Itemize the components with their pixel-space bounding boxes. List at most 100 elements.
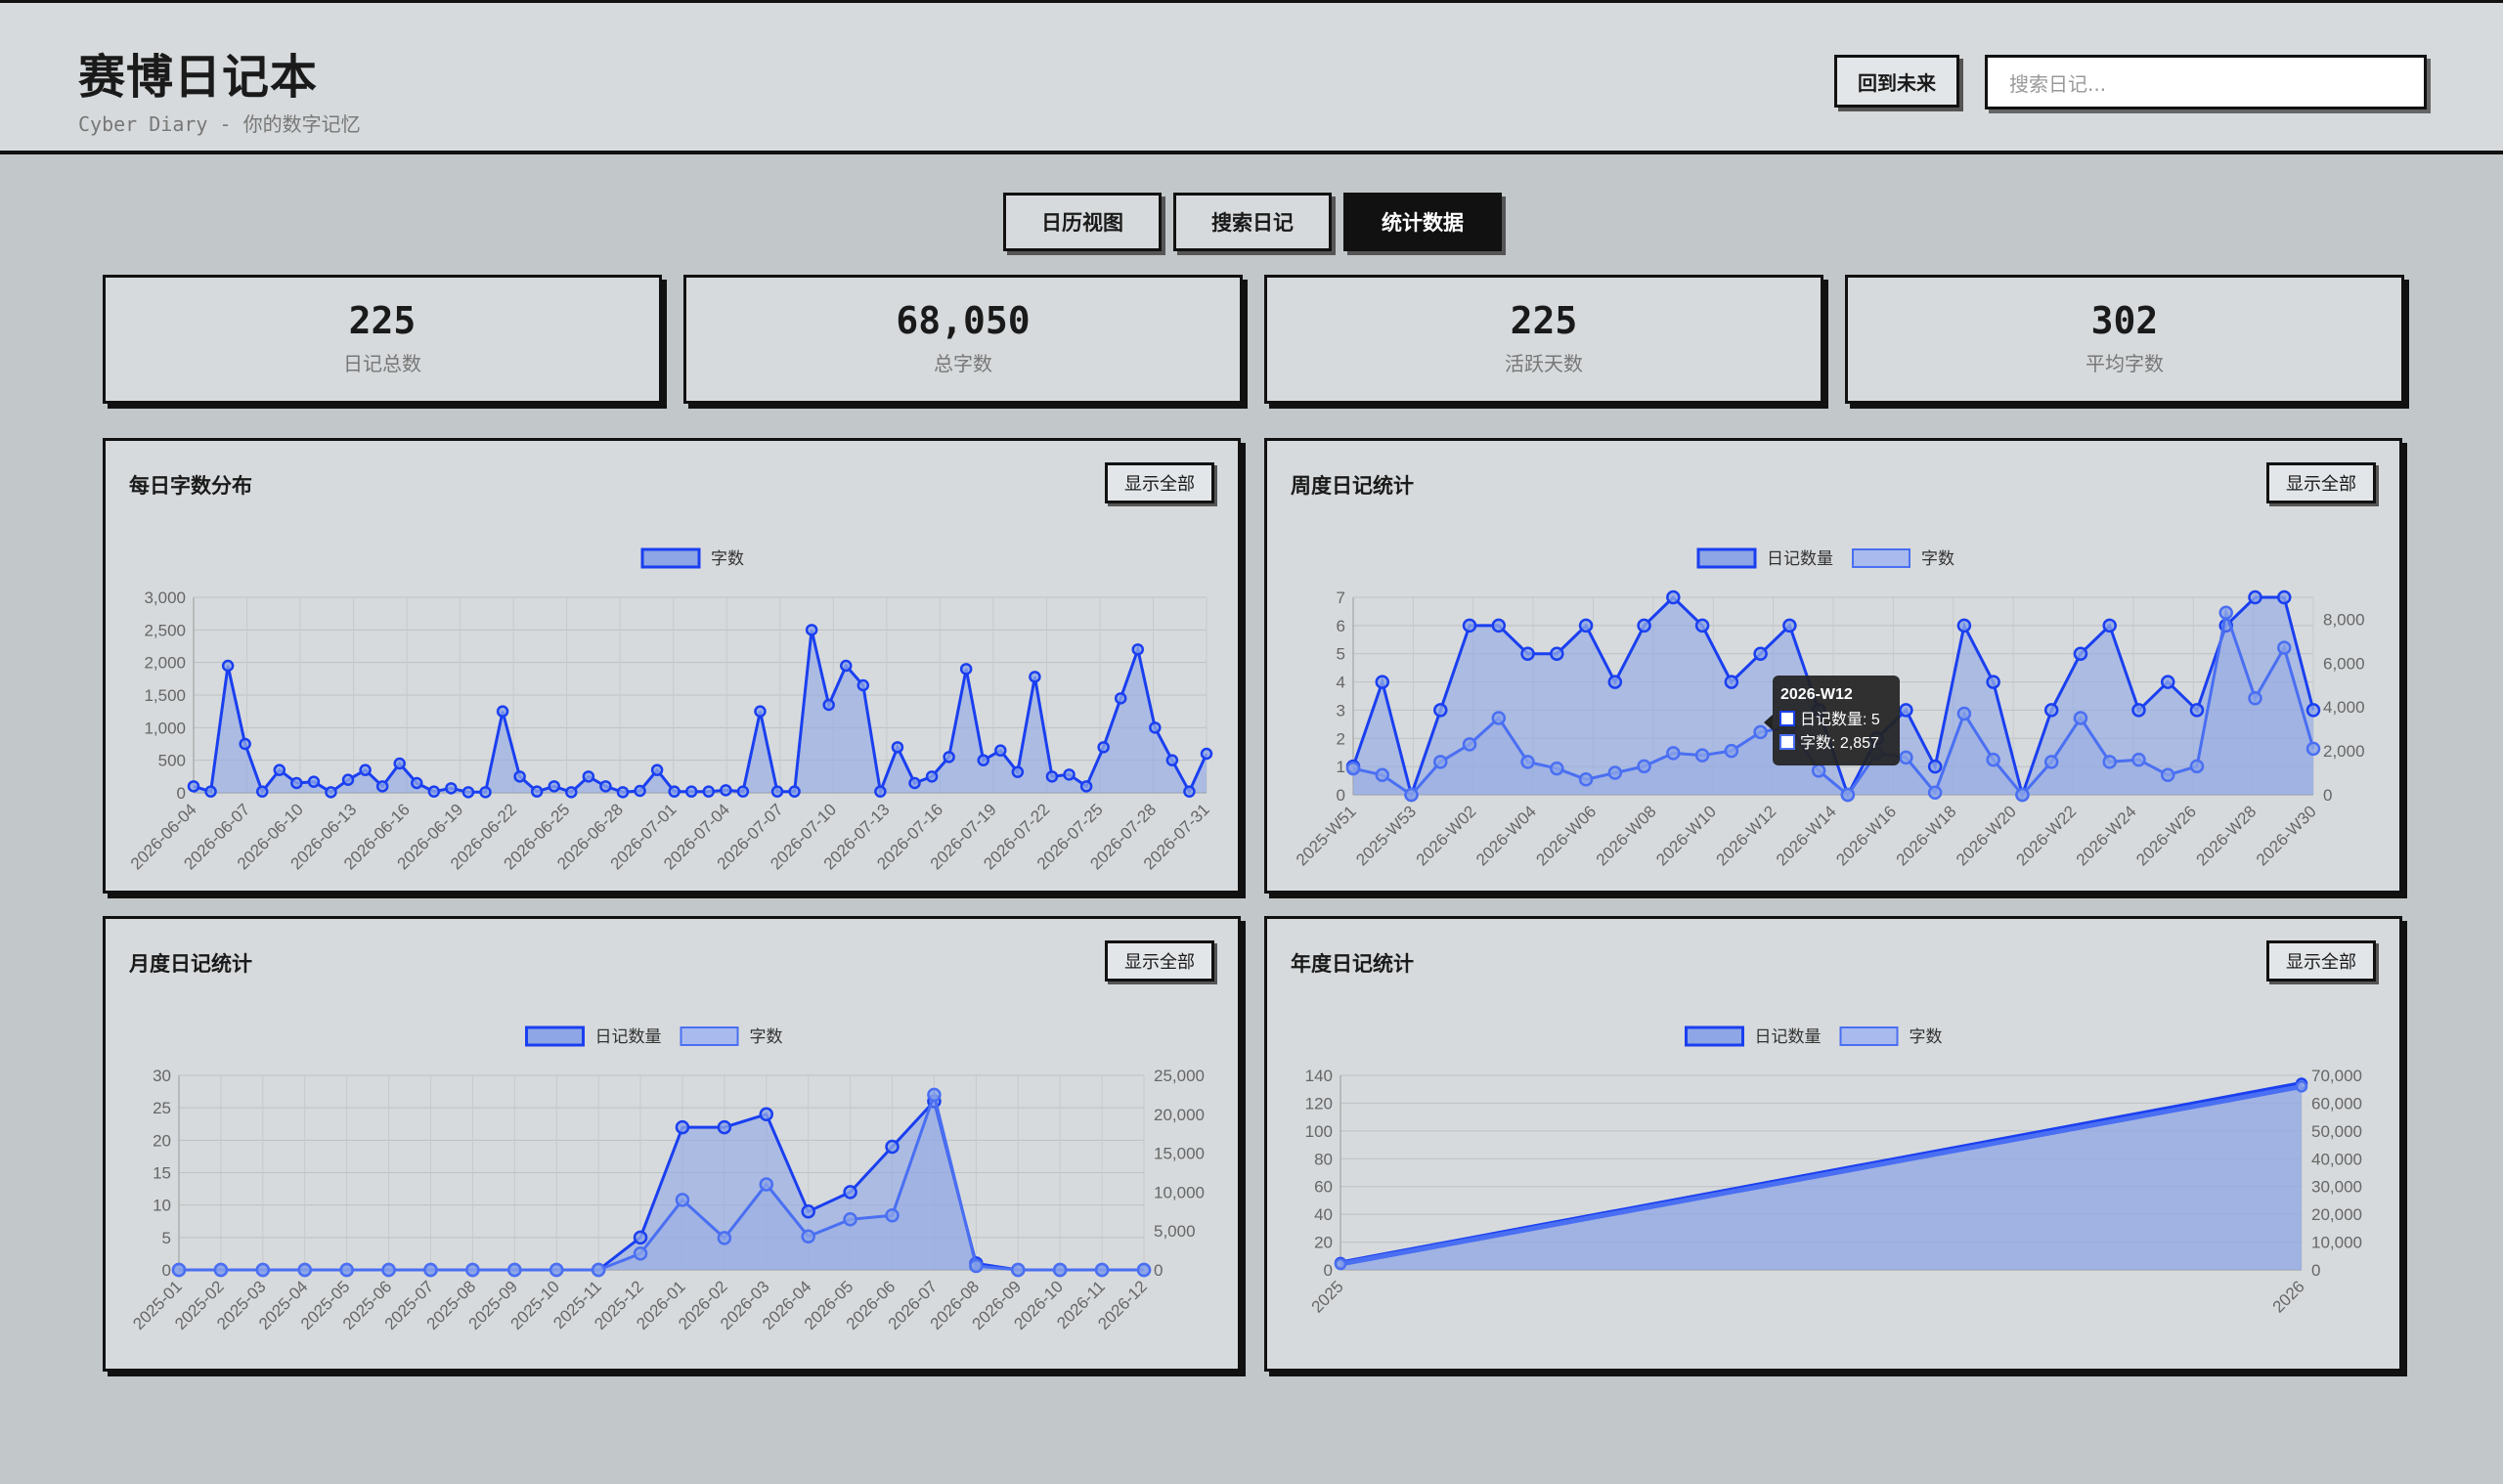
data-point bbox=[759, 1177, 774, 1192]
legend-swatch bbox=[680, 1026, 739, 1046]
show-all-button[interactable]: 显示全部 bbox=[2266, 940, 2376, 982]
legend-swatch bbox=[1839, 1026, 1899, 1046]
y2-tick-label: 0 bbox=[1154, 1261, 1163, 1280]
data-point bbox=[297, 1262, 312, 1278]
data-point bbox=[840, 659, 853, 673]
data-point bbox=[1029, 671, 1041, 683]
data-point bbox=[885, 1139, 900, 1155]
data-point bbox=[788, 785, 801, 798]
legend-swatch bbox=[525, 1026, 585, 1047]
chart-title: 年度日记统计 bbox=[1291, 952, 1414, 976]
chart-title: 每日字数分布 bbox=[129, 474, 252, 498]
tab-statistics[interactable]: 统计数据 bbox=[1343, 193, 1502, 251]
x-tick-label: 2026-W12 bbox=[1713, 802, 1780, 869]
tab-search[interactable]: 搜索日记 bbox=[1173, 193, 1332, 251]
series-line bbox=[1352, 606, 2315, 798]
data-point bbox=[1462, 618, 1477, 633]
show-all-button[interactable]: 显示全部 bbox=[2266, 462, 2376, 503]
x-tick-label: 2026-W24 bbox=[2073, 802, 2140, 869]
stat-card-active-days: 225 活跃天数 bbox=[1264, 275, 1823, 404]
legend-label: 字数 bbox=[1921, 549, 1954, 568]
tooltip-swatch bbox=[1779, 711, 1795, 726]
data-point bbox=[427, 785, 441, 798]
data-point bbox=[822, 698, 835, 712]
back-to-future-button[interactable]: 回到未来 bbox=[1834, 55, 1959, 108]
data-point bbox=[891, 741, 904, 754]
data-point bbox=[2248, 589, 2262, 605]
data-point bbox=[187, 780, 200, 793]
app-header: 赛博日记本 Cyber Diary - 你的数字记忆 回到未来 搜索日记... bbox=[0, 0, 2503, 154]
legend-label: 日记数量 bbox=[595, 1027, 662, 1046]
tab-calendar[interactable]: 日历视图 bbox=[1003, 193, 1162, 251]
data-point bbox=[633, 1230, 648, 1245]
data-point bbox=[1666, 746, 1681, 761]
y2-tick-label: 20,000 bbox=[2311, 1205, 2362, 1224]
data-point bbox=[582, 770, 595, 783]
data-point bbox=[1782, 618, 1797, 633]
weekly-chart: 日记数量 字数765432108,0006,0004,0002,00002025-… bbox=[1293, 547, 2365, 869]
y2-tick-label: 0 bbox=[2311, 1261, 2320, 1280]
data-point bbox=[1956, 618, 1972, 633]
show-all-button[interactable]: 显示全部 bbox=[1105, 940, 1214, 982]
data-point bbox=[754, 705, 767, 718]
legend-label: 字数 bbox=[750, 1027, 783, 1046]
data-point bbox=[959, 663, 973, 676]
yearly-chart: 日记数量 字数 140 120 100 80 60 40 20 0 70,000 60,000 50,0… bbox=[1305, 1026, 2362, 1317]
data-point bbox=[843, 1185, 857, 1200]
data-point bbox=[1052, 1262, 1068, 1278]
data-point bbox=[273, 764, 286, 776]
data-point bbox=[1899, 750, 1913, 765]
data-point bbox=[1045, 770, 1059, 783]
search-input[interactable]: 搜索日记... bbox=[1985, 55, 2427, 109]
stat-card-total-entries: 225 日记总数 bbox=[103, 275, 662, 404]
daily-word-chart: 字数3,0002,5002,0001,5001,00050002026-06-0… bbox=[127, 547, 1213, 873]
data-point bbox=[507, 1262, 522, 1278]
data-point bbox=[2248, 690, 2262, 706]
data-point bbox=[994, 744, 1007, 757]
chart-title: 周度日记统计 bbox=[1291, 474, 1414, 498]
y-tick-label: 5 bbox=[1337, 645, 1345, 664]
data-point bbox=[668, 785, 681, 798]
y2-tick-label: 2,000 bbox=[2323, 742, 2365, 761]
data-point bbox=[2276, 640, 2292, 655]
tooltip-box bbox=[1773, 676, 1900, 765]
series-area bbox=[1353, 597, 2313, 795]
data-point bbox=[717, 1231, 732, 1245]
data-point bbox=[1694, 618, 1710, 633]
data-point bbox=[359, 764, 372, 776]
data-point bbox=[423, 1262, 438, 1278]
y-tick-label: 0 bbox=[162, 1261, 171, 1280]
x-tick-label: 2026-W16 bbox=[1832, 802, 1900, 869]
data-point bbox=[548, 780, 560, 793]
data-point bbox=[874, 785, 887, 798]
show-all-button[interactable]: 显示全部 bbox=[1105, 462, 1214, 503]
x-tick-label: 2026-W08 bbox=[1593, 802, 1660, 869]
y-tick-label: 15 bbox=[153, 1164, 171, 1183]
y-tick-label: 4 bbox=[1337, 674, 1345, 692]
data-point bbox=[2043, 755, 2059, 769]
data-point bbox=[591, 1262, 606, 1278]
daily-chart-panel: 每日字数分布 显示全部 字数 3,000 2,500 2,000 1,500 1,000 5… bbox=[103, 438, 1241, 894]
data-point bbox=[2160, 767, 2175, 783]
data-point bbox=[255, 1262, 271, 1278]
y-tick-label: 100 bbox=[1305, 1122, 1333, 1141]
y-tick-label: 25 bbox=[153, 1099, 171, 1117]
data-point bbox=[675, 1119, 690, 1135]
data-point bbox=[239, 737, 251, 751]
data-point bbox=[736, 785, 750, 798]
data-point bbox=[843, 1212, 857, 1227]
data-point bbox=[684, 785, 698, 798]
data-point bbox=[1637, 618, 1651, 633]
stat-label: 日记总数 bbox=[343, 352, 421, 375]
y2-tick-label: 25,000 bbox=[1154, 1067, 1205, 1085]
y2-tick-label: 10,000 bbox=[1154, 1183, 1205, 1201]
data-point bbox=[2189, 703, 2205, 718]
data-point bbox=[2015, 787, 2030, 803]
data-point bbox=[2043, 703, 2059, 718]
legend-swatch bbox=[1696, 547, 1757, 569]
y-tick-label: 3 bbox=[1337, 701, 1345, 720]
data-point bbox=[549, 1262, 564, 1278]
y2-tick-label: 70,000 bbox=[2311, 1067, 2362, 1085]
y-tick-label: 500 bbox=[158, 752, 186, 770]
data-point bbox=[1149, 721, 1162, 734]
